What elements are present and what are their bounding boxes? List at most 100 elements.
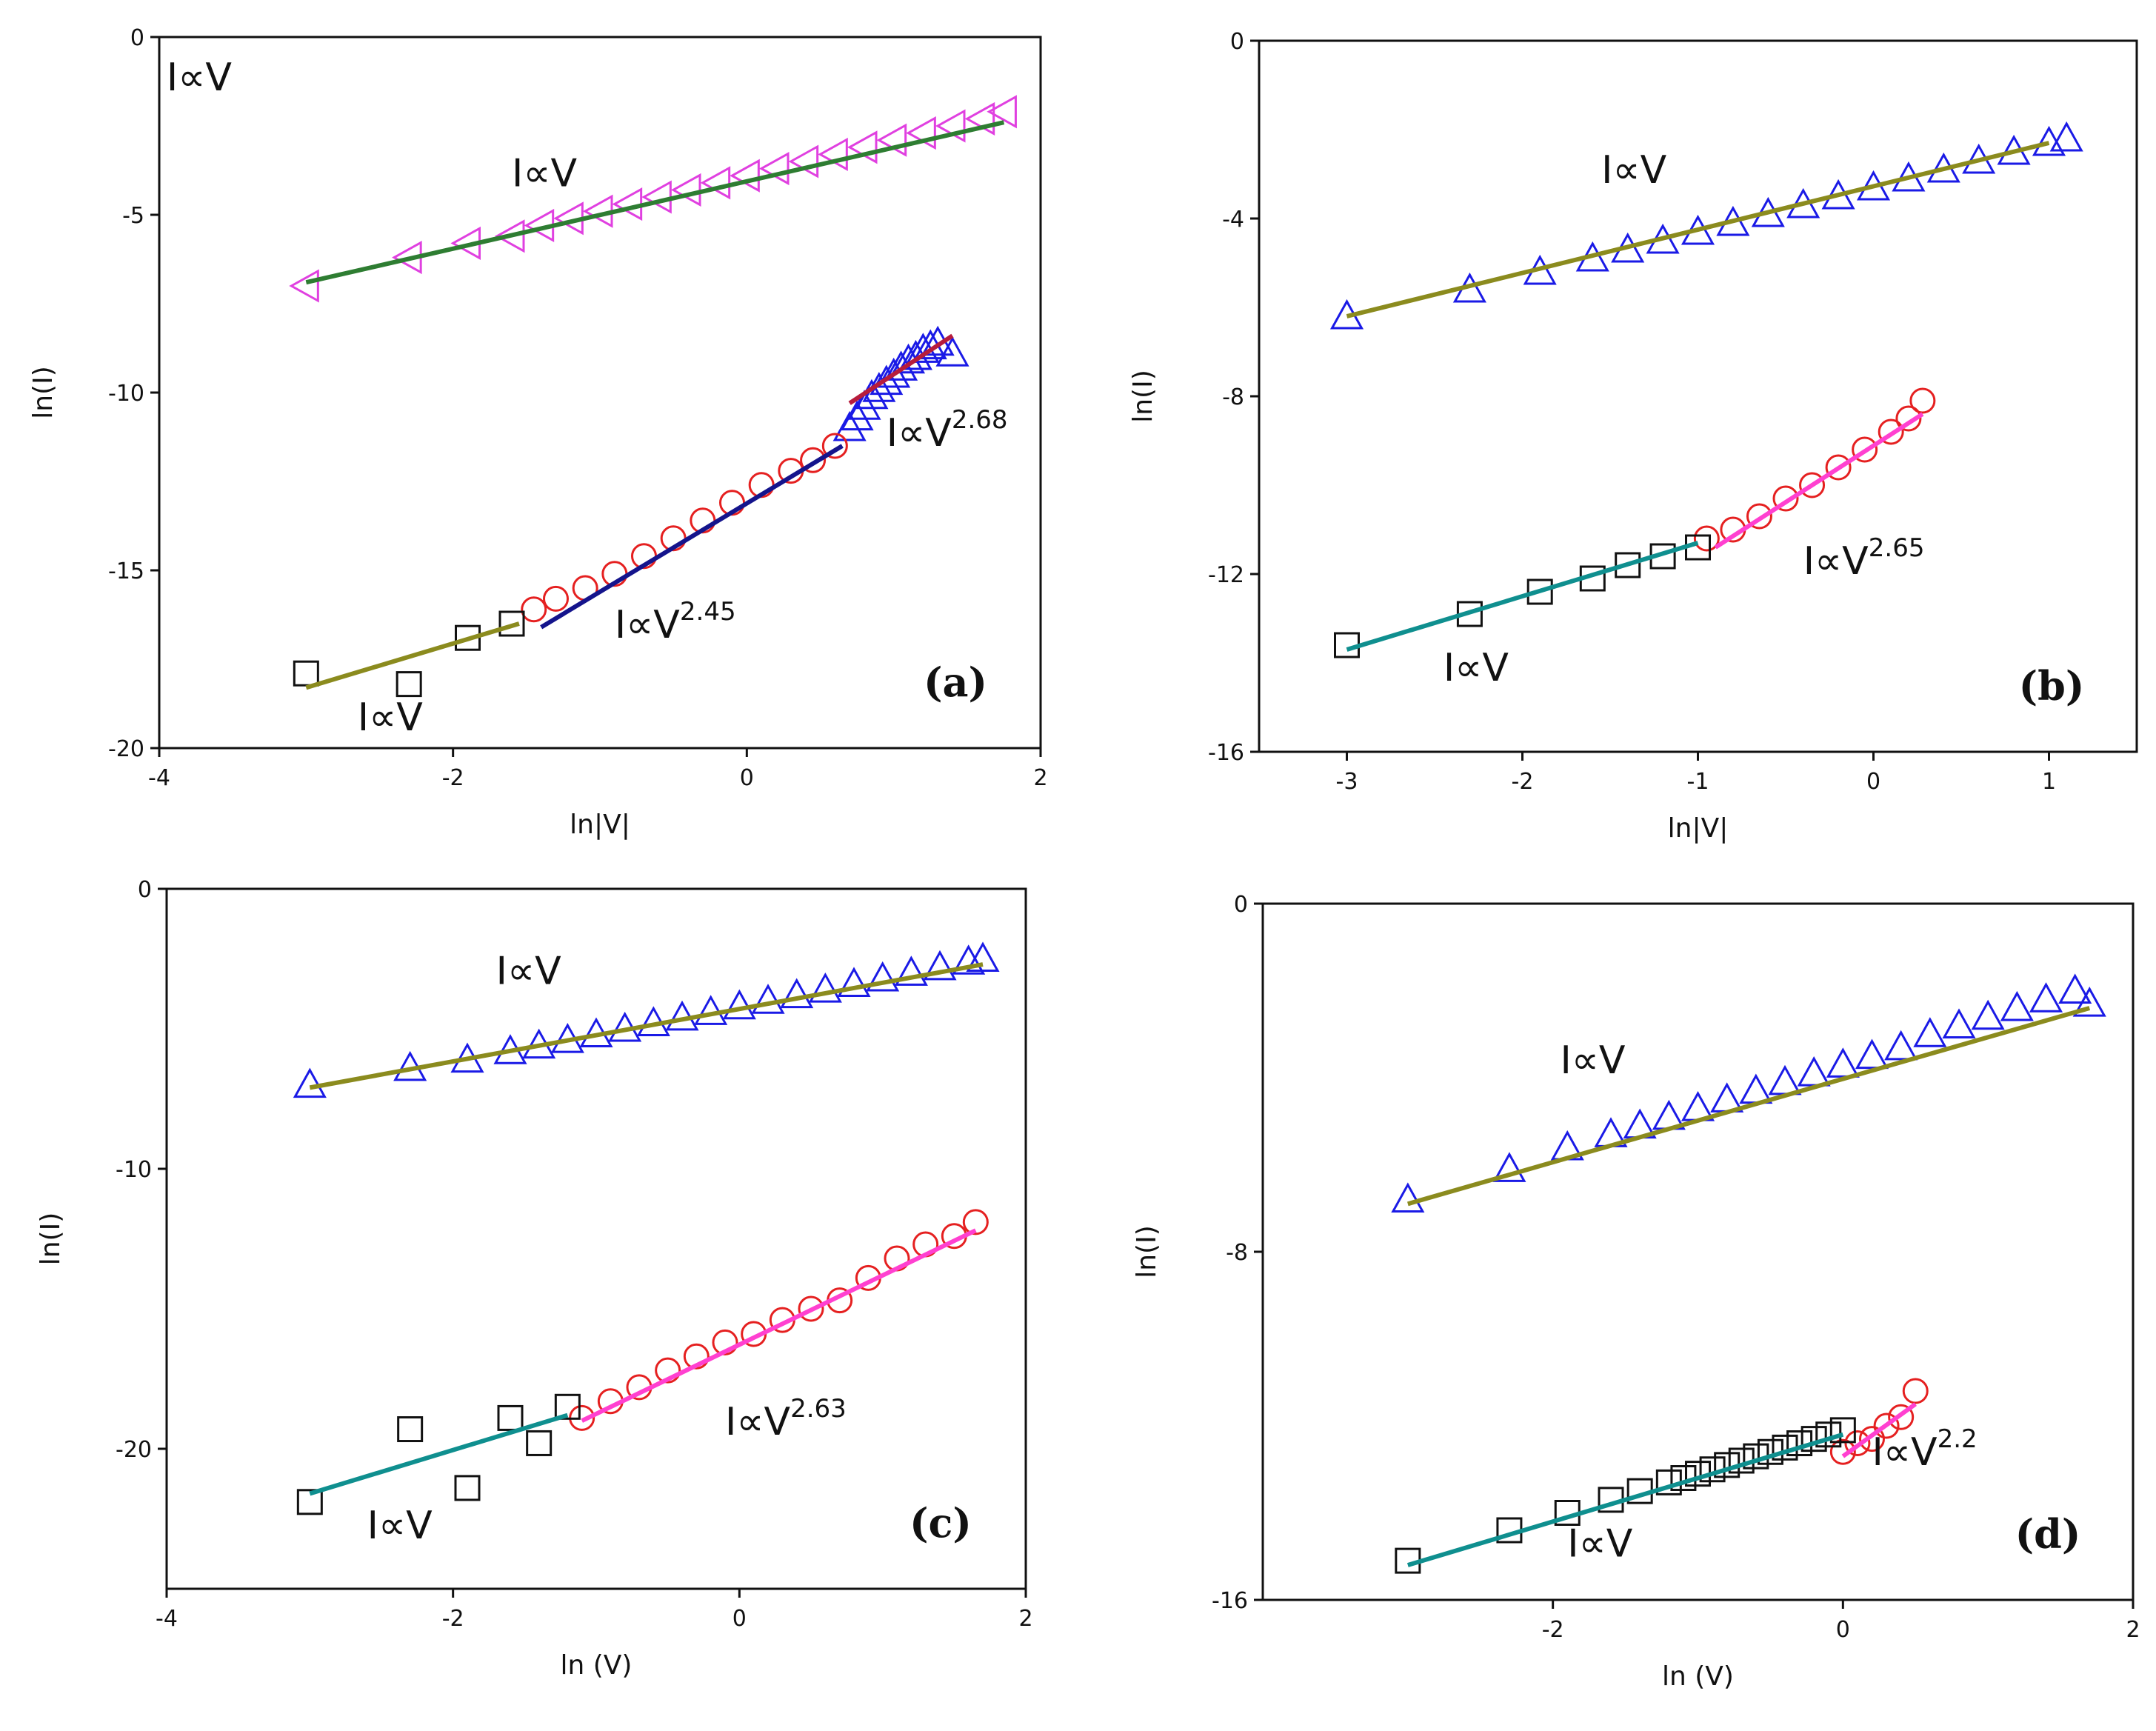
data-point-triangle	[293, 1067, 327, 1098]
fit-line	[305, 120, 1005, 285]
fit-annotation: I∝V	[496, 950, 561, 994]
fit-annotation: I∝V	[167, 56, 232, 100]
fit-exponent: 2.65	[1869, 533, 1925, 563]
series-left-triangle	[289, 95, 1017, 303]
y-tick-label: -15	[108, 558, 144, 584]
data-point-circle	[1799, 472, 1826, 498]
data-point-triangle	[952, 944, 986, 975]
fit-line	[305, 621, 520, 690]
data-point-triangle	[2072, 987, 2106, 1017]
y-tick-label: -20	[116, 1437, 152, 1463]
y-tick-label: 0	[130, 25, 144, 51]
data-point-triangle	[1768, 1064, 1802, 1095]
fit-annotation: I∝V	[358, 696, 423, 740]
panel-2: -3 -2 -1 0 10-4-8-12-16ln|V|ln(I)I∝VI∝V2.65I…	[1128, 29, 2138, 844]
fit-line	[540, 444, 844, 630]
data-point-square	[498, 610, 525, 637]
data-point-circle	[798, 1295, 824, 1322]
data-point-triangle	[1913, 1017, 1947, 1047]
data-point-triangle	[1971, 999, 2005, 1030]
fit-exponent: 2.63	[790, 1394, 847, 1424]
data-point-square	[296, 1489, 323, 1515]
fit-annotation-text: I∝V	[1444, 646, 1509, 690]
data-point-square	[497, 1404, 524, 1431]
fit-annotation: I∝V	[1601, 148, 1666, 193]
fit-annotation-text: I∝V	[1567, 1521, 1632, 1566]
data-point-square	[397, 1416, 424, 1443]
data-point-left-triangle	[289, 269, 319, 303]
data-point-left-triangle	[612, 187, 643, 221]
data-point-square	[293, 660, 319, 687]
y-tick-label: -10	[116, 1157, 152, 1183]
fit-annotation-text: I∝V	[167, 56, 232, 100]
x-tick-label: 2	[1018, 1606, 1032, 1632]
data-point-triangle	[847, 390, 881, 420]
data-point-triangle	[722, 989, 756, 1020]
x-tick-label: -2	[442, 765, 464, 791]
x-tick-label: 0	[732, 1606, 747, 1632]
data-point-triangle	[935, 336, 969, 367]
data-point-triangle	[2049, 121, 2083, 152]
data-point-circle	[1829, 1438, 1856, 1465]
y-axis-label: ln(I)	[1132, 1225, 1162, 1278]
data-point-circle	[821, 433, 848, 459]
fit-annotation: I∝V	[512, 152, 577, 196]
fit-annotation: I∝V2.63	[725, 1394, 847, 1444]
x-tick-label: 0	[1866, 769, 1880, 795]
y-tick-label: -12	[1208, 562, 1244, 588]
y-tick-label: -16	[1208, 740, 1244, 766]
data-point-circle	[1878, 418, 1904, 445]
data-point-triangle	[837, 967, 871, 998]
data-point-circle	[683, 1343, 710, 1370]
x-tick-label: -4	[148, 765, 170, 791]
fit-annotation: I∝V	[367, 1504, 433, 1548]
y-tick-label: 0	[1230, 29, 1244, 55]
fit-annotation: I∝V2.2	[1872, 1424, 1978, 1475]
data-point-circle	[712, 1329, 738, 1355]
fit-line	[1714, 412, 1924, 550]
fit-annotation-text: I∝V	[887, 411, 952, 456]
fit-exponent: 2.2	[1938, 1424, 1978, 1454]
data-point-circle	[1746, 503, 1772, 530]
data-point-square	[1526, 578, 1553, 605]
plot-frame	[1261, 902, 2135, 1601]
data-point-triangle	[780, 978, 814, 1009]
data-point-square	[554, 1393, 581, 1420]
y-tick-label: -16	[1212, 1588, 1248, 1614]
fit-annotation: I∝V2.45	[615, 597, 736, 647]
data-point-triangle	[1797, 1056, 1831, 1087]
fit-line	[1346, 541, 1699, 652]
y-tick-label: -20	[108, 736, 144, 762]
data-point-triangle	[832, 410, 867, 441]
data-point-triangle	[966, 941, 1000, 972]
data-point-triangle	[2029, 982, 2063, 1013]
data-point-triangle	[2058, 973, 2092, 1004]
data-point-left-triangle	[987, 95, 1017, 129]
y-tick-label: -5	[122, 203, 144, 229]
fit-annotation: I∝V	[1560, 1038, 1625, 1083]
fit-annotation-text: I∝V	[1601, 148, 1666, 193]
fit-annotation-text: I∝V	[496, 950, 561, 994]
x-tick-label: 2	[2126, 1617, 2140, 1643]
data-point-triangle	[694, 995, 728, 1025]
data-point-left-triangle	[494, 219, 525, 253]
panel-label: (c)	[910, 1499, 972, 1547]
x-axis-label: ln|V|	[570, 810, 630, 840]
fit-annotation-text: I∝V	[615, 603, 680, 647]
fit-annotation-text: I∝V	[1803, 539, 1869, 584]
fit-exponent: 2.45	[680, 597, 736, 627]
fit-annotation-text: I∝V	[1560, 1038, 1625, 1083]
panel-1: -4 -2 0 20-5-10-15-20ln|V|ln(I)I∝VI∝VI∝V2.6…	[28, 25, 1048, 840]
fit-annotation: I∝V	[1444, 646, 1509, 690]
series-circle	[1693, 387, 1936, 552]
fit-line	[1406, 1432, 1844, 1567]
data-point-triangle	[894, 955, 928, 986]
x-tick-label: 0	[740, 765, 754, 791]
panel-label: (a)	[924, 658, 987, 706]
data-point-triangle	[1391, 1182, 1425, 1213]
x-tick-label: 1	[2042, 769, 2056, 795]
data-point-left-triangle	[641, 180, 672, 214]
x-axis-label: ln (V)	[1662, 1661, 1734, 1692]
x-tick-label: -2	[1542, 1617, 1564, 1643]
y-axis-label: ln(I)	[36, 1213, 66, 1266]
